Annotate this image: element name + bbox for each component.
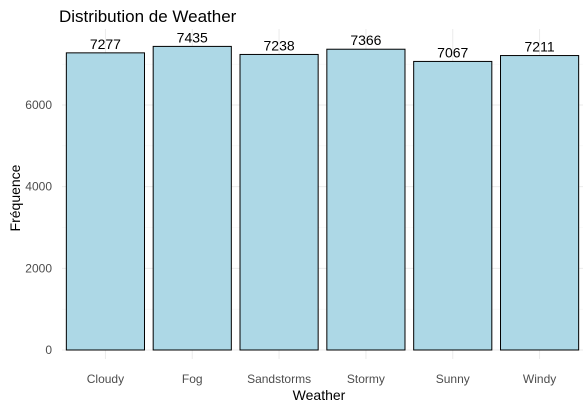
- bar-fog: [152, 45, 232, 351]
- x-axis-title: Weather: [293, 387, 346, 403]
- bar-sunny: [413, 60, 493, 351]
- y-tick-label: 4000: [25, 180, 52, 194]
- data-label-stormy: 7366: [350, 32, 381, 48]
- y-tick-label: 6000: [25, 98, 52, 112]
- bar-stormy: [326, 48, 406, 351]
- bar-sandstorms: [239, 53, 319, 351]
- x-tick-label-windy: Windy: [523, 372, 556, 386]
- data-label-sunny: 7067: [437, 44, 468, 60]
- x-tick-label-sunny: Sunny: [436, 372, 470, 386]
- x-tick-label-sandstorms: Sandstorms: [247, 372, 311, 386]
- y-tick-label: 2000: [25, 261, 52, 275]
- y-tick-label: 0: [45, 343, 52, 357]
- y-axis-ticks: 0 2000 4000 6000: [25, 98, 52, 357]
- data-label-windy: 7211: [525, 39, 555, 55]
- data-label-sandstorms: 7238: [264, 37, 295, 53]
- data-label-cloudy: 7277: [90, 36, 121, 52]
- y-axis-title: Fréquence: [7, 164, 23, 231]
- data-label-fog: 7435: [177, 29, 208, 45]
- x-tick-label-fog: Fog: [182, 372, 203, 386]
- x-tick-label-stormy: Stormy: [347, 372, 385, 386]
- bar-cloudy: [65, 52, 145, 351]
- bar-windy: [500, 55, 580, 351]
- data-labels: 7277 7435 7238 7366 7067 7211: [90, 29, 555, 60]
- chart-title: Distribution de Weather: [59, 7, 237, 26]
- x-tick-label-cloudy: Cloudy: [87, 372, 124, 386]
- x-axis-ticks: Cloudy Fog Sandstorms Stormy Sunny Windy: [87, 372, 557, 386]
- bars: [65, 45, 580, 351]
